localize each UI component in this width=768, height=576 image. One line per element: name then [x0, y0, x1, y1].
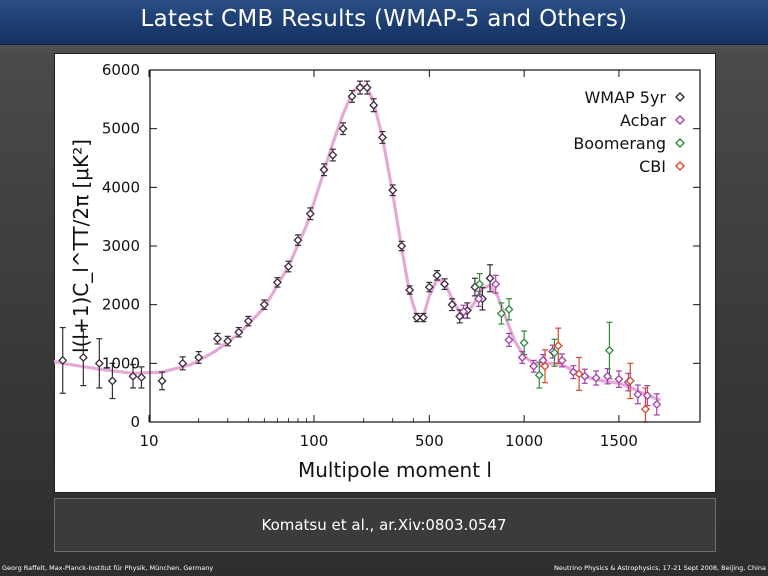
acbar-point [591, 373, 601, 383]
acbar-point [614, 374, 624, 384]
wmap-5yr-point [338, 124, 348, 134]
wmap-5yr-point [377, 132, 387, 142]
y-tick-label: 1000 [102, 354, 140, 372]
acbar-point [633, 389, 643, 399]
boomerang-point [475, 279, 485, 289]
acbar-point [642, 391, 652, 401]
footer-right: Neutrino Physics & Astrophysics, 17-21 S… [554, 564, 766, 572]
wmap-5yr-point [78, 352, 88, 362]
cbi-point [640, 404, 650, 414]
wmap-5yr-point [58, 355, 68, 365]
acbar-point [491, 279, 501, 289]
wmap-5yr-point [305, 209, 315, 219]
wmap-5yr-point [283, 262, 293, 272]
x-tick-label: 1500 [600, 432, 638, 450]
wmap-5yr-point [107, 376, 117, 386]
boomerang-point [604, 345, 614, 355]
legend-label-cbi: CBI [639, 157, 666, 176]
cmb-power-spectrum-chart: 0 1000 2000 3000 4000 5000 6000 10 100 500 1000 150… [54, 61, 701, 482]
cbi-point [574, 369, 584, 379]
wmap-5yr-point [94, 358, 104, 368]
footer-left: Georg Raffelt, Max-Planck-Institut für P… [2, 564, 214, 572]
boomerang-point [496, 308, 506, 318]
legend-marker-boomerang [675, 138, 685, 148]
wmap-5yr-point [272, 277, 282, 287]
legend-label-acbar: Acbar [620, 111, 666, 130]
wmap-5yr-point [418, 313, 428, 323]
wmap-5yr-point [136, 372, 146, 382]
y-tick-label: 4000 [102, 178, 140, 196]
wmap-5yr-point [259, 300, 269, 310]
legend-marker-acbar [675, 115, 685, 125]
legend-label-wmap-5yr: WMAP 5yr [584, 88, 666, 107]
wmap-5yr-point [447, 300, 457, 310]
acbar-point [557, 355, 567, 365]
wmap-5yr-point [405, 285, 415, 295]
wmap-5yr-point [347, 91, 357, 101]
wmap-5yr-point [223, 336, 233, 346]
wmap-5yr-point [440, 279, 450, 289]
wmap-5yr-point [293, 235, 303, 245]
y-tick-label: 6000 [102, 61, 140, 79]
title-bar [0, 0, 768, 45]
wmap-5yr-point [455, 311, 465, 321]
wmap-5yr-point [424, 282, 434, 292]
wmap-5yr-point [178, 358, 188, 368]
legend-marker-cbi [675, 161, 685, 171]
wmap-5yr-point [412, 313, 422, 323]
legend-marker-wmap-5yr [675, 92, 685, 102]
x-tick-label: 1000 [505, 432, 543, 450]
wmap-5yr-point [128, 371, 138, 381]
acbar-point [603, 371, 613, 381]
boomerang-point [549, 348, 559, 358]
plot-frame [54, 53, 716, 493]
wmap-5yr-point [388, 185, 398, 195]
y-tick-label: 3000 [102, 237, 140, 255]
acbar-point [517, 352, 527, 362]
boomerang-point [519, 338, 529, 348]
wmap-5yr-point [397, 241, 407, 251]
best-fit-curve [54, 83, 662, 402]
wmap-5yr-point [355, 83, 365, 93]
wmap-5yr-point [234, 327, 244, 337]
wmap-5yr-point [212, 334, 222, 344]
acbar-point [652, 399, 662, 409]
x-tick-label: 500 [415, 432, 444, 450]
cbi-point [625, 376, 635, 386]
wmap-5yr-point [157, 376, 167, 386]
cbi-point [553, 341, 563, 351]
boomerang-point [534, 370, 544, 380]
wmap-5yr-point [243, 316, 253, 326]
wmap-5yr-point [369, 100, 379, 110]
wmap-5yr-point [362, 83, 372, 93]
acbar-point [458, 307, 469, 317]
acbar-point [504, 335, 514, 345]
citation-caption: Komatsu et al., ar.Xiv:0803.0547 [261, 516, 507, 534]
y-axis-label: l(l+1)C_l^TT/2π [μK²] [69, 139, 93, 353]
wmap-5yr-point [319, 165, 329, 175]
legend-label-boomerang: Boomerang [573, 134, 666, 153]
wmap-5yr-point [485, 273, 495, 283]
boomerang-point [504, 304, 514, 314]
caption-box [54, 498, 716, 552]
acbar-point [474, 294, 484, 304]
wmap-5yr-point [432, 270, 442, 280]
x-axis-label: Multipole moment l [298, 458, 492, 482]
y-tick-label: 0 [130, 413, 140, 431]
wmap-5yr-point [194, 352, 204, 362]
acbar-point [529, 361, 539, 371]
y-tick-label: 2000 [102, 296, 140, 314]
y-tick-label: 5000 [102, 120, 140, 138]
cbi-point [540, 361, 550, 371]
plot-area-border [149, 69, 701, 423]
x-tick-label: 100 [300, 432, 329, 450]
slide-title: Latest CMB Results (WMAP-5 and Others) [140, 6, 628, 32]
wmap-5yr-point [328, 150, 338, 160]
x-tick-label: 10 [139, 432, 158, 450]
